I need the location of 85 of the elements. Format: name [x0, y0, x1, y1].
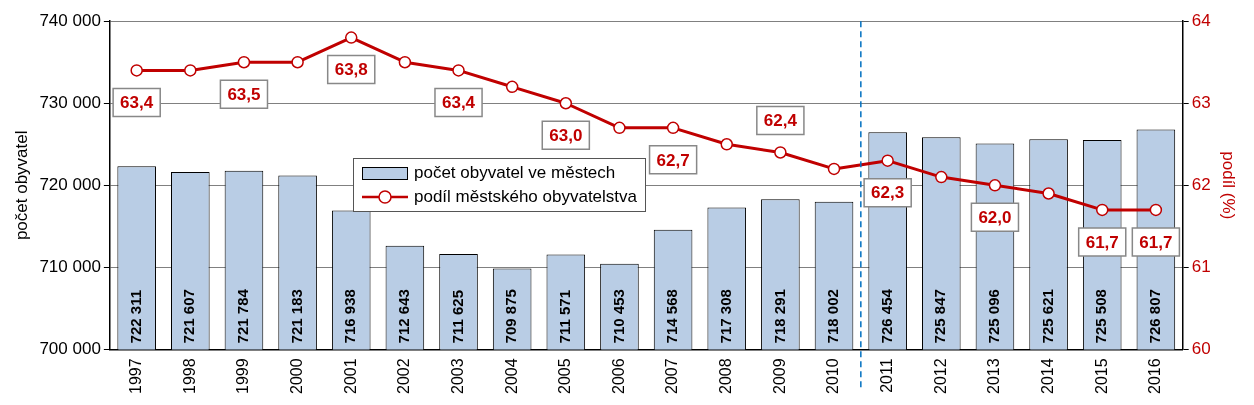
y2-tick-label: 62: [1191, 174, 1211, 194]
x-tick-label: 2007: [663, 358, 681, 394]
point: [184, 64, 197, 77]
data-label: 711 571: [555, 290, 573, 344]
data-label: 722 311: [126, 290, 144, 344]
x-tick-label: 1999: [234, 358, 252, 394]
x-tick-label: 2005: [556, 358, 574, 394]
y2-tick-label: 61: [1191, 257, 1211, 277]
x-tick-label: 2012: [931, 358, 949, 394]
data-label: 709 875: [502, 289, 520, 344]
data-label: 712 643: [395, 289, 413, 344]
point: [666, 121, 680, 135]
data-label: 721 784: [234, 288, 252, 344]
y-axis-title: počet obyvatel: [11, 130, 31, 241]
data-label: 62,4: [763, 111, 798, 131]
x-tick-label: 2009: [770, 358, 788, 394]
y-tick-label: 700 000: [39, 339, 101, 359]
legend-label: počet obyvatel ve městech: [414, 162, 616, 184]
x-tick-label: 2015: [1092, 358, 1110, 394]
data-label: 714 568: [663, 289, 681, 344]
data-label: 725 508: [1092, 289, 1110, 344]
data-label: 716 938: [341, 289, 359, 344]
data-label: 63,4: [120, 93, 154, 113]
point: [774, 146, 787, 159]
point: [1095, 203, 1109, 217]
data-label: 721 183: [287, 289, 305, 344]
point: [1149, 203, 1163, 217]
x-tick-label: 2013: [985, 358, 1003, 394]
data-label: 61,7: [1085, 232, 1119, 252]
y-tick-label: 740 000: [39, 10, 101, 30]
point: [344, 31, 358, 44]
data-label: 63,0: [549, 125, 583, 145]
x-tick-label: 2000: [288, 358, 305, 394]
x-tick-label: 2006: [609, 358, 627, 394]
data-label: 63,4: [441, 93, 476, 113]
x-tick-label: 2011: [878, 358, 896, 393]
data-label: 725 621: [1038, 289, 1056, 344]
x-tick-label: 2008: [717, 358, 735, 394]
data-label: 726 454: [877, 288, 895, 344]
data-label: 721 607: [180, 289, 198, 344]
data-label: 726 807: [1146, 289, 1164, 344]
point: [398, 55, 412, 69]
data-label: 718 291: [770, 289, 788, 344]
point: [291, 55, 304, 69]
point: [827, 162, 841, 176]
data-label: 711 625: [448, 290, 466, 344]
data-label: 61,7: [1139, 232, 1173, 252]
point: [237, 55, 251, 69]
point: [935, 170, 948, 184]
point: [1042, 187, 1055, 200]
x-tick-label: 2004: [502, 358, 520, 394]
legend-label: podíl městského obyvatelstva: [414, 186, 638, 208]
data-label: 725 847: [931, 289, 949, 344]
data-label: 63,8: [334, 60, 368, 80]
data-label: 710 453: [609, 289, 627, 344]
point: [452, 64, 465, 77]
data-label: 718 002: [824, 289, 842, 344]
y2-axis-title: podíl (%): [1219, 151, 1239, 220]
y2-tick-label: 63: [1191, 92, 1211, 112]
point: [130, 64, 143, 77]
data-label: 62,3: [871, 183, 905, 203]
y2-tick-label: 64: [1191, 10, 1211, 30]
x-tick-label: 2010: [824, 358, 842, 394]
point: [881, 154, 894, 167]
data-label: 717 308: [716, 289, 734, 344]
y-tick-label: 720 000: [39, 174, 101, 194]
data-label: 63,5: [227, 84, 261, 104]
y-tick-label: 710 000: [39, 257, 101, 277]
point: [613, 121, 626, 135]
x-tick-label: 2002: [395, 358, 413, 394]
y-tick-label: 730 000: [39, 92, 101, 112]
data-label: 725 096: [985, 289, 1003, 344]
x-tick-label: 2014: [1038, 358, 1056, 394]
x-tick-label: 2016: [1146, 358, 1164, 394]
data-label: 62,7: [656, 150, 690, 170]
point: [720, 138, 733, 151]
x-tick-label: 2003: [448, 358, 466, 394]
point: [505, 80, 519, 94]
data-label: 62,0: [978, 207, 1012, 227]
x-tick-label: 2001: [341, 358, 359, 394]
x-tick-label: 1997: [127, 358, 145, 394]
point: [559, 97, 573, 110]
point: [988, 179, 1002, 192]
y2-tick-label: 60: [1191, 339, 1211, 359]
x-tick-label: 1998: [180, 358, 198, 394]
